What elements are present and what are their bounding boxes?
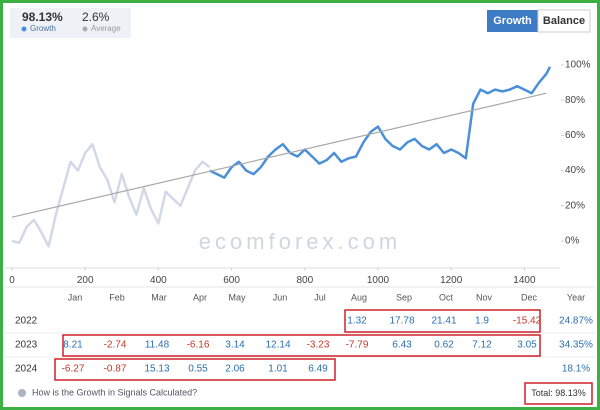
- month-value: 0.62: [434, 340, 454, 351]
- y-tick-label: 60%: [565, 130, 585, 141]
- total: Total: 98.13%: [531, 388, 586, 398]
- x-tick-label: 800: [296, 275, 313, 286]
- x-tick-label: 200: [77, 275, 94, 286]
- header-box: [10, 8, 131, 38]
- month-value: 6.43: [392, 340, 412, 351]
- y-tick-label: 0%: [565, 236, 580, 247]
- month-value: -2.74: [104, 340, 127, 351]
- watermark: ecomforex.com: [199, 229, 401, 254]
- month-value: -7.79: [346, 340, 369, 351]
- balance-button[interactable]: [537, 9, 591, 33]
- month-value: 3.05: [517, 340, 537, 351]
- growth-dot: [21, 26, 27, 32]
- highlight-2022: [344, 309, 541, 333]
- month-value: 12.14: [265, 340, 290, 351]
- y-tick-label: 80%: [565, 95, 585, 106]
- month-value: 1.01: [268, 364, 288, 375]
- row-total: 18.1%: [562, 364, 590, 375]
- month-value: 0.55: [188, 364, 208, 375]
- growth-button[interactable]: [487, 10, 538, 32]
- highlight-total: [524, 382, 593, 405]
- help-icon[interactable]: [18, 389, 26, 397]
- month-value: -15.42: [513, 316, 542, 327]
- y-tick-label: 20%: [565, 200, 585, 211]
- y-tick-label: 100%: [565, 60, 591, 71]
- series-line: [11, 92, 547, 218]
- month-value: 17.78: [389, 316, 414, 327]
- month-value: -0.87: [104, 364, 127, 375]
- balance-button-label[interactable]: Balance: [543, 15, 585, 27]
- month-header: Dec: [521, 292, 538, 302]
- x-tick-label: 400: [150, 275, 167, 286]
- month-header: Apr: [193, 292, 207, 302]
- x-tick-label: 1200: [440, 275, 463, 286]
- month-value: 8.21: [63, 340, 83, 351]
- month-header: Jan: [68, 292, 83, 302]
- month-value: 7.12: [472, 340, 492, 351]
- x-tick-label: 0: [9, 275, 15, 286]
- month-value: 2.06: [225, 364, 245, 375]
- month-value: 1.9: [475, 316, 489, 327]
- x-tick-label: 600: [223, 275, 240, 286]
- highlight-2024: [54, 358, 336, 381]
- row-year: 2023: [15, 340, 38, 351]
- growth-button-label[interactable]: Growth: [493, 15, 532, 27]
- month-header: Sep: [396, 292, 412, 302]
- month-value: 6.49: [308, 364, 328, 375]
- month-value: 11.48: [145, 340, 170, 351]
- month-header: May: [228, 292, 246, 302]
- row-total: 34.35%: [559, 340, 593, 351]
- year-header: Year: [567, 292, 585, 302]
- row-year: 2024: [15, 364, 38, 375]
- month-value: -6.27: [62, 364, 85, 375]
- month-header: Jun: [273, 292, 288, 302]
- month-value: 15.13: [144, 364, 169, 375]
- average-dot: [82, 26, 88, 32]
- month-value: -6.16: [187, 340, 210, 351]
- month-header: Jul: [314, 292, 326, 302]
- month-header: Nov: [476, 292, 493, 302]
- growth-label: Growth: [30, 24, 56, 33]
- highlight-2023: [62, 334, 541, 357]
- average-value: 2.6%: [82, 10, 110, 24]
- y-tick-label: 40%: [565, 165, 585, 176]
- month-header: Aug: [351, 292, 367, 302]
- month-value: 3.14: [225, 340, 245, 351]
- help-link[interactable]: How is the Growth in Signals Calculated?: [32, 387, 197, 397]
- month-value: -3.23: [307, 340, 330, 351]
- month-header: Mar: [151, 292, 167, 302]
- x-tick-label: 1400: [513, 275, 536, 286]
- average-label: Average: [91, 24, 121, 33]
- growth-value: 98.13%: [22, 10, 63, 24]
- series-line: [11, 142, 211, 248]
- x-tick-label: 1000: [367, 275, 390, 286]
- month-value: 1.32: [347, 316, 367, 327]
- month-header: Oct: [439, 292, 454, 302]
- row-year: 2022: [15, 316, 38, 327]
- row-total: 24.87%: [559, 316, 593, 327]
- month-header: Feb: [109, 292, 125, 302]
- month-value: 21.41: [431, 316, 456, 327]
